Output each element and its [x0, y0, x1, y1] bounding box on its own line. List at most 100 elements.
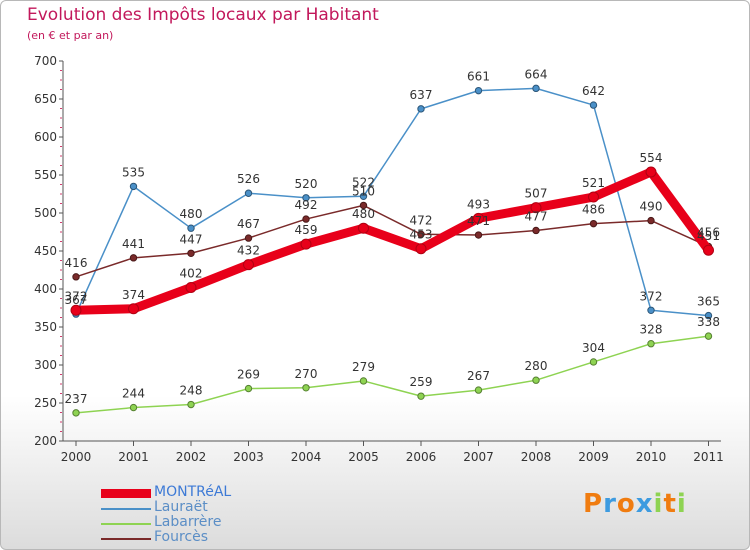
legend-swatch — [101, 523, 151, 525]
data-point — [358, 222, 369, 234]
data-label: 304 — [582, 341, 605, 355]
data-point — [187, 400, 195, 409]
data-label: 490 — [640, 200, 663, 214]
y-tick-label: 450 — [34, 244, 57, 258]
data-point — [645, 166, 657, 178]
chart-title: Evolution des Impôts locaux par Habitant — [27, 5, 379, 25]
chart-axes: 200 250 300 350 400 450 500 550 600 650 700 2000 200… — [34, 54, 724, 464]
data-label: 374 — [122, 288, 145, 302]
data-point — [530, 202, 542, 214]
data-label: 328 — [640, 323, 663, 337]
data-label: 367 — [65, 293, 88, 307]
data-point — [704, 311, 713, 320]
data-point — [359, 192, 368, 200]
logo-letter: x — [635, 489, 654, 519]
data-point — [532, 376, 540, 384]
legend-item: Lauraët — [101, 499, 351, 516]
data-point — [647, 340, 655, 348]
x-tick-label: 2002 — [176, 450, 207, 464]
y-tick-label: 650 — [34, 92, 57, 106]
data-point — [589, 358, 598, 366]
data-label: 372 — [640, 289, 663, 303]
data-point — [703, 244, 714, 256]
data-point — [244, 234, 253, 242]
legend-item: Fourcès — [101, 529, 351, 546]
y-tick-label: 700 — [34, 54, 57, 68]
legend-label: Fourcès — [154, 529, 209, 545]
data-point — [474, 86, 483, 95]
data-label: 279 — [352, 360, 375, 374]
data-label: 259 — [410, 375, 433, 389]
data-point — [128, 303, 139, 315]
data-point — [417, 105, 425, 113]
data-label: 402 — [180, 266, 203, 280]
x-tick-label: 2003 — [233, 450, 264, 464]
data-label: 480 — [180, 207, 203, 221]
data-point — [359, 201, 368, 210]
x-tick-label: 2005 — [348, 450, 379, 464]
data-point — [243, 259, 254, 271]
data-label: 477 — [525, 209, 548, 223]
series-line-labarrre — [75, 335, 710, 414]
legend-item: MONTRéAL — [101, 484, 351, 501]
data-point — [647, 216, 655, 225]
series-line-laurat — [75, 87, 710, 317]
y-tick-label: 350 — [34, 320, 57, 334]
data-label: 522 — [352, 175, 375, 189]
series-line-montral — [71, 167, 713, 315]
data-point — [302, 215, 310, 223]
data-point — [532, 84, 540, 93]
data-label: 521 — [582, 176, 605, 190]
legend-swatch — [101, 508, 151, 510]
data-point — [187, 249, 195, 257]
data-point — [300, 238, 312, 250]
data-point — [704, 332, 713, 340]
data-label: 467 — [237, 217, 260, 231]
data-label: 535 — [122, 165, 145, 179]
data-point — [72, 409, 80, 417]
data-label: 526 — [237, 172, 260, 186]
data-point — [72, 273, 80, 281]
data-label: 486 — [582, 203, 605, 217]
data-label: 664 — [525, 67, 548, 81]
data-label: 492 — [295, 198, 318, 212]
data-label: 432 — [237, 244, 260, 258]
x-tick-label: 2000 — [61, 450, 92, 464]
x-tick-label: 2011 — [693, 450, 724, 464]
data-point — [588, 191, 599, 203]
x-tick-label: 2009 — [578, 450, 609, 464]
data-point — [129, 182, 138, 191]
data-point — [474, 231, 483, 239]
logo-letter: i — [653, 489, 664, 519]
y-tick-label: 400 — [34, 282, 57, 296]
series-layer — [70, 84, 714, 417]
x-tick-label: 2001 — [118, 450, 149, 464]
legend-label: MONTRéAL — [154, 484, 232, 500]
data-label: 416 — [65, 256, 88, 270]
data-label: 453 — [410, 228, 433, 242]
data-label: 237 — [65, 392, 88, 406]
data-point — [589, 101, 598, 109]
data-label: 270 — [295, 367, 318, 381]
y-tick-label: 600 — [34, 130, 57, 144]
series-line-fourcs — [75, 204, 710, 278]
y-tick-label: 300 — [34, 358, 57, 372]
data-label: 244 — [122, 387, 145, 401]
logo-letter: P — [583, 489, 604, 519]
data-label: 248 — [180, 384, 203, 398]
data-point — [129, 403, 138, 412]
data-label: 507 — [525, 187, 548, 201]
data-point — [244, 384, 253, 393]
data-label: 459 — [295, 223, 318, 237]
data-point — [187, 224, 195, 232]
data-point — [647, 306, 655, 314]
x-tick-label: 2006 — [406, 450, 437, 464]
data-point — [302, 384, 310, 392]
x-tick-label: 2004 — [291, 450, 322, 464]
data-label: 510 — [352, 184, 375, 198]
y-tick-label: 200 — [34, 434, 57, 448]
data-point — [532, 226, 540, 235]
data-label: 642 — [582, 84, 605, 98]
legend-swatch — [101, 538, 151, 540]
